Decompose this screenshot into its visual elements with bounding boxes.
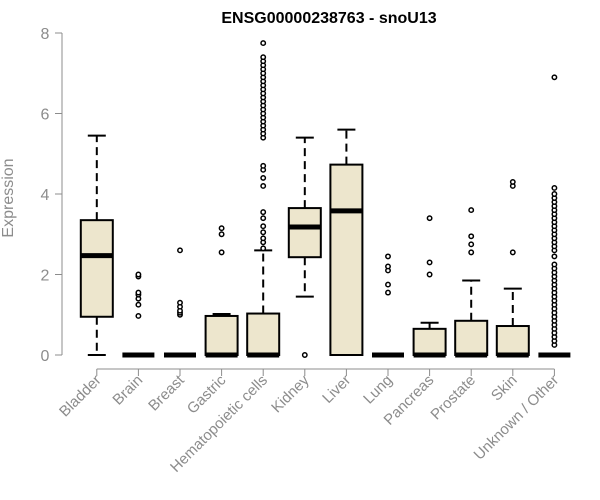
box-group [246, 40, 281, 358]
box-group [495, 178, 530, 358]
outlier-point [426, 271, 433, 278]
outlier-point [260, 174, 267, 181]
outlier-point [468, 249, 475, 256]
outlier-point [260, 209, 267, 216]
x-tick-label: Bladder [56, 372, 105, 421]
outlier-point [260, 215, 267, 222]
outlier-point [551, 74, 558, 81]
x-tick-label: Brain [109, 372, 146, 409]
outlier-point [177, 247, 183, 254]
outlier-point [260, 40, 267, 47]
outlier-point [551, 191, 558, 197]
x-tick-label: Skin [488, 372, 521, 405]
outlier-point [260, 235, 267, 242]
y-axis-label: Expression [0, 158, 17, 237]
box-group [122, 271, 155, 358]
outlier-point [551, 185, 558, 191]
outlier-point [135, 301, 142, 308]
outlier-point [260, 162, 267, 169]
outlier-point [177, 299, 183, 306]
y-tick-label: 6 [41, 107, 50, 124]
box-group [204, 225, 239, 358]
outlier-point [260, 183, 267, 189]
outlier-point [385, 263, 391, 270]
box-rect [495, 325, 530, 356]
box-group [164, 247, 196, 358]
box-rect [454, 319, 489, 357]
outlier-point [218, 225, 225, 232]
outlier-point [301, 352, 308, 358]
y-axis: 0 2 4 6 8 [41, 26, 63, 365]
box-rect [204, 314, 239, 356]
y-tick-label: 2 [41, 268, 50, 285]
box-group [412, 215, 447, 358]
x-tick-label: Kidney [268, 371, 313, 416]
box-rect [412, 327, 447, 356]
box-group [454, 207, 489, 358]
outlier-point [260, 245, 267, 252]
x-tick-label: Prostate [427, 372, 479, 424]
outlier-point [551, 261, 558, 268]
box-group [538, 74, 571, 358]
y-tick-label: 0 [41, 348, 50, 365]
outlier-point [468, 241, 475, 248]
outlier-point [218, 249, 225, 256]
box-group [79, 134, 114, 356]
outlier-point [218, 231, 225, 238]
box-group [287, 136, 322, 358]
outlier-point [260, 223, 267, 230]
box-group [329, 128, 364, 356]
outlier-point [260, 54, 267, 61]
outlier-point [426, 215, 433, 222]
box-rect [79, 219, 114, 318]
outlier-point [468, 207, 475, 214]
outlier-point [468, 233, 475, 240]
boxes [79, 40, 571, 358]
outlier-point [551, 253, 558, 260]
outlier-point [135, 271, 142, 278]
box-rect [329, 163, 364, 356]
outlier-point [385, 253, 391, 260]
x-tick-label: Lung [360, 372, 396, 408]
chart-title: ENSG00000238763 - snoU13 [221, 10, 436, 27]
box-group [372, 253, 404, 358]
box-rect [246, 312, 281, 357]
x-tick-label: Liver [319, 372, 354, 407]
outlier-point [135, 313, 142, 319]
outlier-point [135, 289, 142, 296]
y-tick-label: 8 [41, 26, 50, 43]
outlier-point [509, 249, 516, 256]
y-tick-label: 4 [41, 187, 50, 204]
outlier-point [385, 289, 391, 296]
outlier-point [260, 229, 267, 236]
x-tick-label: Breast [145, 371, 188, 414]
outlier-point [509, 178, 516, 185]
box-rect [287, 207, 322, 259]
outlier-point [385, 281, 391, 288]
outlier-point [426, 259, 433, 266]
